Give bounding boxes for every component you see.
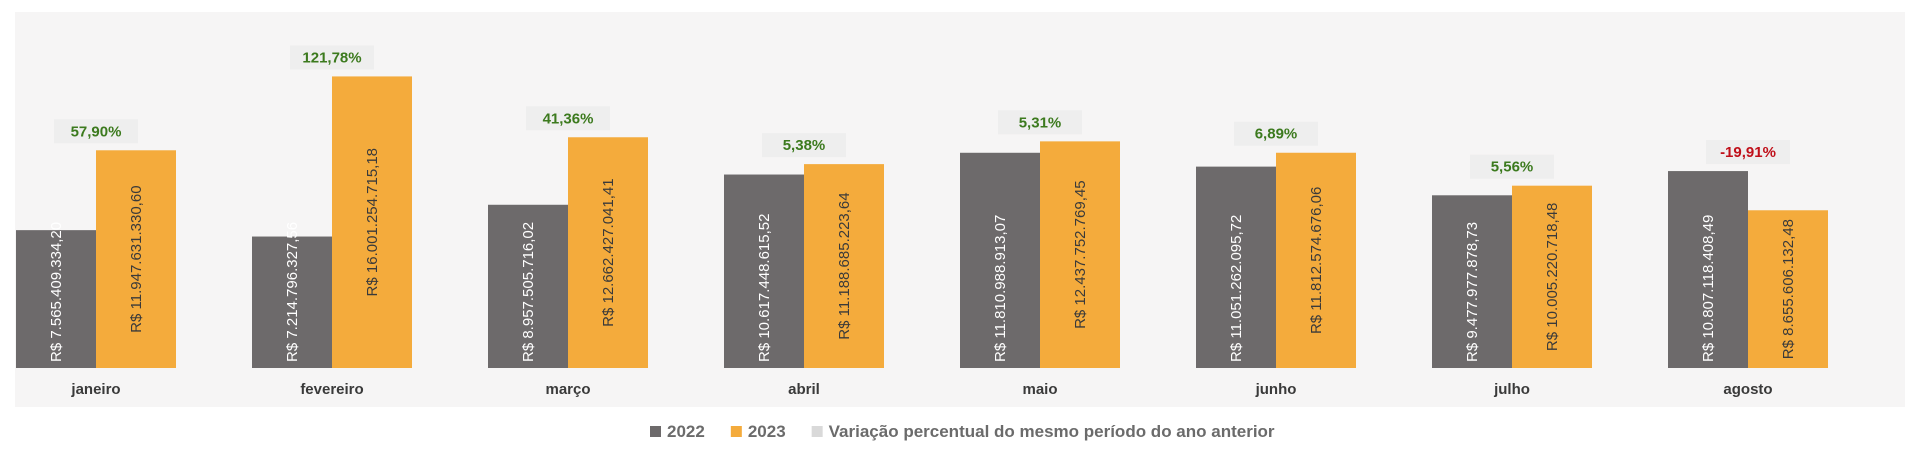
pct-box-fevereiro (290, 45, 374, 70)
value-label-2023-fevereiro: R$ 16.001.254.715,18 (364, 148, 381, 296)
pct-label-agosto: -19,91% (1720, 144, 1776, 161)
legend-label-1: 2022 (667, 422, 705, 441)
pct-label-janeiro: 57,90% (71, 123, 122, 140)
pct-label-abril: 5,38% (783, 137, 826, 154)
value-label-2023-julho: R$ 10.005.220.718,48 (1544, 203, 1561, 351)
bar-2022-maio (960, 152, 1040, 368)
category-label-abril: abril (788, 381, 820, 398)
value-label-2023-junho: R$ 11.812.574.676,06 (1308, 187, 1325, 334)
bar-2022-julho (1432, 195, 1512, 368)
legend-swatch-1 (650, 426, 661, 437)
value-label-2022-maio: R$ 11.810.988.913,07 (992, 215, 1009, 362)
category-label-março: março (545, 381, 590, 398)
pct-label-maio: 5,31% (1019, 114, 1062, 131)
category-label-julho: julho (1493, 381, 1530, 398)
bar-2022-abril (724, 174, 804, 368)
pct-box-março (526, 106, 610, 131)
legend-label-3: Variação percentual do mesmo período do … (829, 422, 1275, 441)
pct-box-julho (1470, 154, 1554, 179)
pct-label-março: 41,36% (543, 110, 594, 127)
category-label-agosto: agosto (1723, 381, 1772, 398)
value-label-2023-março: R$ 12.662.427.041,41 (600, 178, 617, 326)
category-label-janeiro: janeiro (70, 381, 120, 398)
value-label-2023-abril: R$ 11.188.685.223,64 (836, 192, 853, 339)
category-label-junho: junho (1255, 381, 1297, 398)
bar-2022-fevereiro (252, 236, 332, 368)
value-label-2022-abril: R$ 10.617.448.615,52 (756, 214, 773, 362)
legend-swatch-2 (730, 426, 742, 437)
pct-box-abril (762, 133, 846, 158)
bar-2023-agosto (1748, 210, 1828, 368)
value-label-2023-maio: R$ 12.437.752.769,45 (1072, 180, 1089, 328)
value-label-2022-fevereiro: R$ 7.214.796.327,56 (284, 222, 301, 362)
bar-2023-julho (1512, 185, 1592, 368)
category-label-maio: maio (1022, 381, 1057, 398)
bar-2022-março (488, 204, 568, 368)
pct-label-junho: 6,89% (1255, 126, 1298, 143)
bar-2022-janeiro (16, 230, 96, 368)
legend-swatch-3 (811, 426, 823, 437)
pct-label-fevereiro: 121,78% (302, 49, 361, 66)
value-label-2023-janeiro: R$ 11.947.631.330,60 (128, 185, 145, 332)
category-label-fevereiro: fevereiro (300, 381, 363, 398)
bar-2022-agosto (1668, 171, 1748, 368)
pct-box-janeiro (54, 119, 138, 144)
pct-label-julho: 5,56% (1491, 159, 1534, 176)
value-label-2022-janeiro: R$ 7.565.409.334,20 (48, 222, 65, 362)
legend-label-2: 2023 (748, 422, 786, 441)
value-label-2022-março: R$ 8.957.505.716,02 (520, 222, 537, 362)
value-label-2022-julho: R$ 9.477.977.878,73 (1464, 222, 1481, 362)
bar-2023-abril (804, 164, 884, 368)
value-label-2023-agosto: R$ 8.655.606.132,48 (1780, 219, 1797, 359)
pct-box-agosto (1706, 140, 1790, 165)
value-label-2022-junho: R$ 11.051.262.095,72 (1228, 215, 1245, 362)
bar-2022-junho (1196, 166, 1276, 368)
pct-box-junho (1234, 121, 1318, 146)
bar-2023-maio (1040, 141, 1120, 368)
bar-2023-março (568, 137, 648, 368)
pct-box-maio (998, 110, 1082, 135)
bar-2023-janeiro (96, 150, 176, 368)
value-label-2022-agosto: R$ 10.807.118.408,49 (1700, 215, 1717, 362)
bar-2023-junho (1276, 152, 1356, 368)
bar-2023-fevereiro (332, 76, 412, 369)
